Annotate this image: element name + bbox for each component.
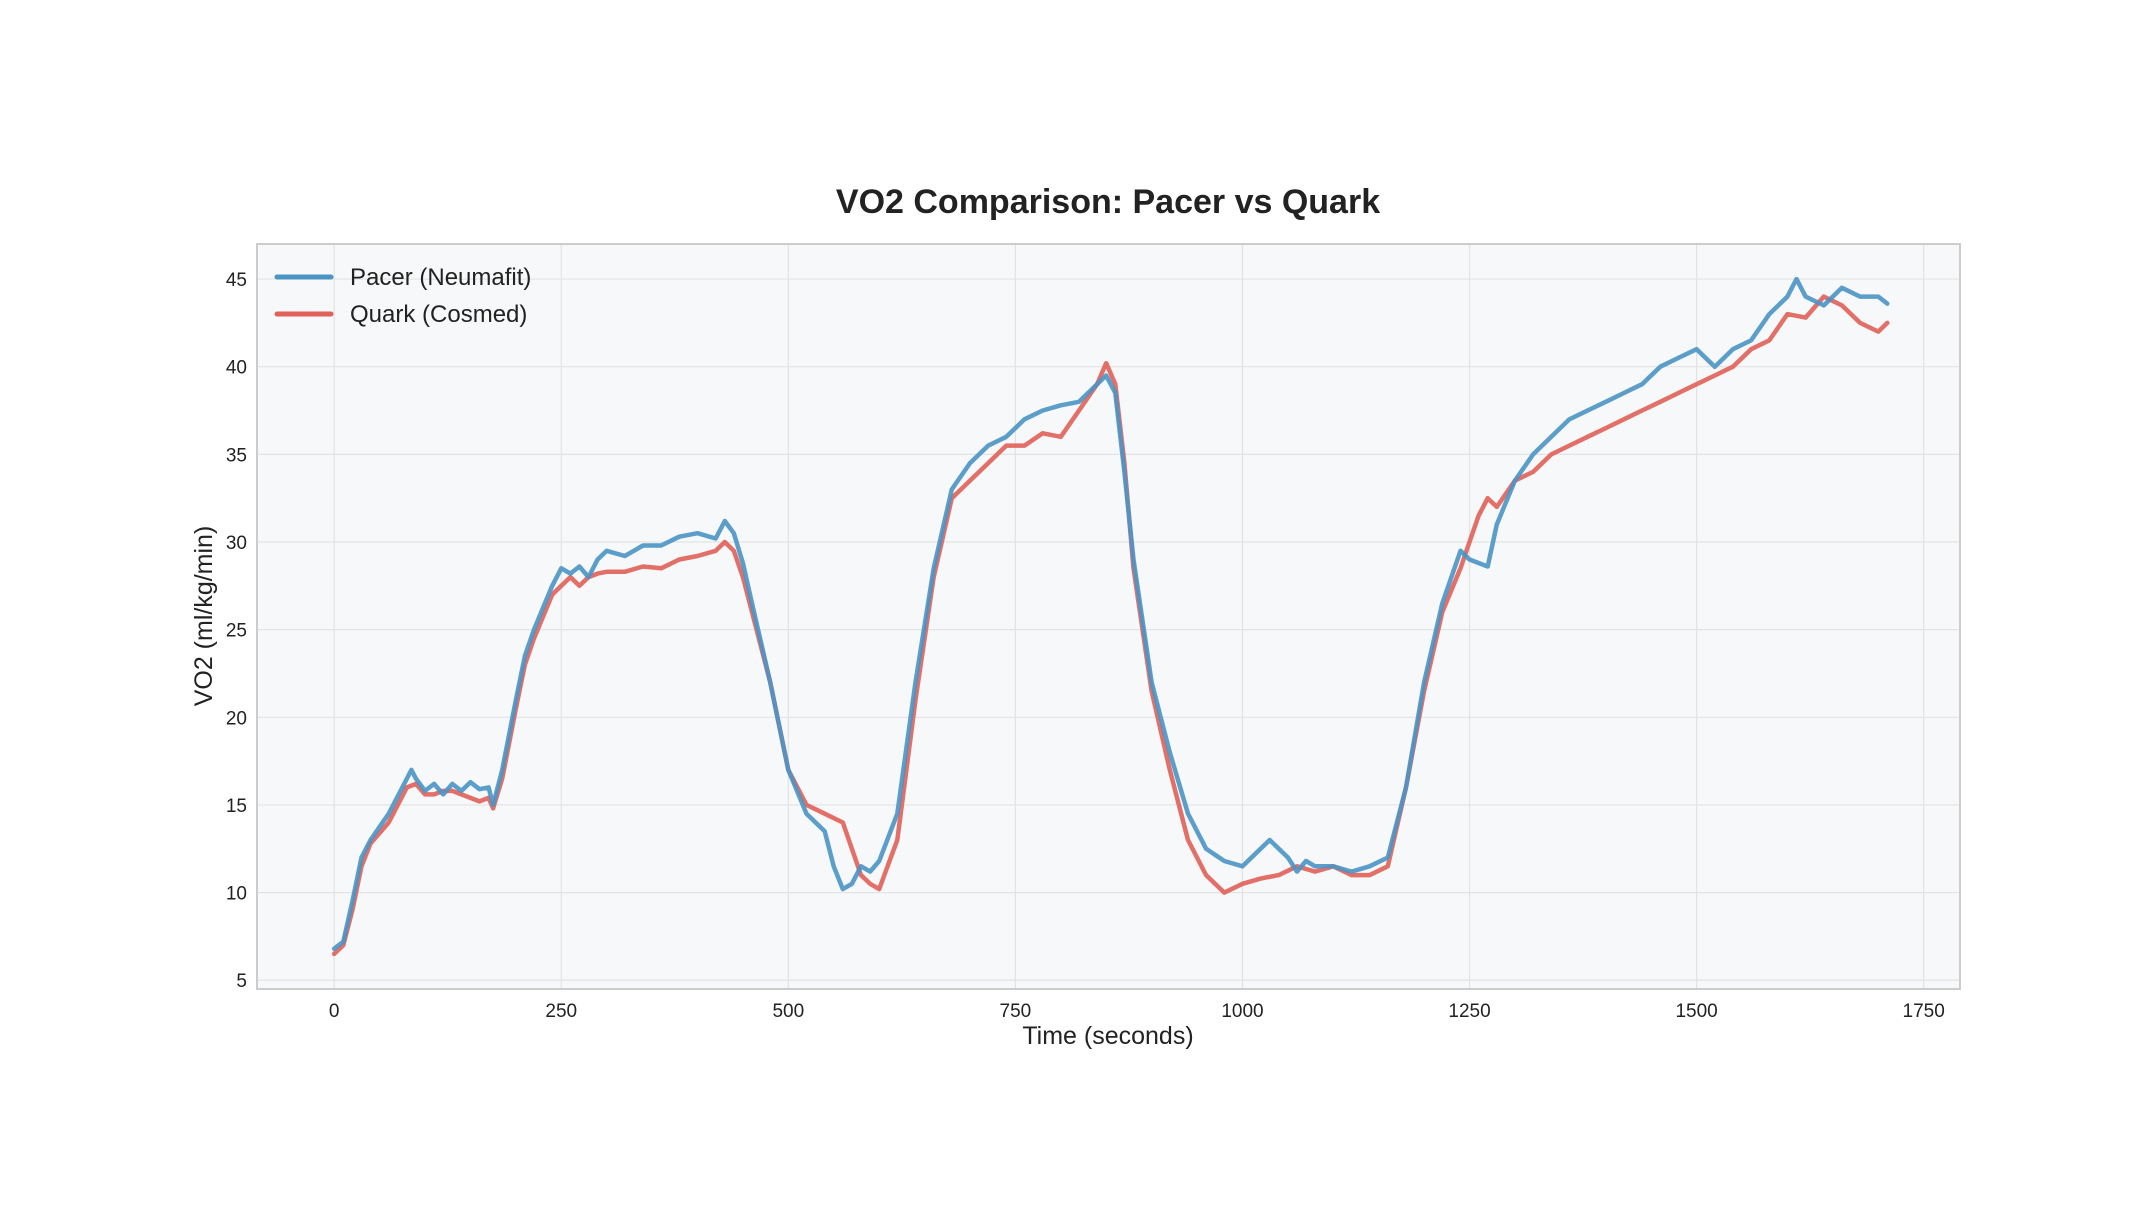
x-tick-label: 1250: [1448, 1001, 1490, 1022]
x-axis-ticks: 0 250 500 750 1000 1250 1500 1750: [329, 1001, 1945, 1022]
x-tick-label: 1750: [1903, 1001, 1945, 1022]
legend-label-1: Quark (Cosmed): [350, 301, 527, 328]
y-tick-label: 10: [226, 884, 247, 905]
x-tick-label: 250: [545, 1001, 577, 1022]
legend: Pacer (Neumafit) Quark (Cosmed): [274, 264, 531, 328]
y-axis-label: VO2 (ml/kg/min): [190, 526, 218, 707]
legend-label-0: Pacer (Neumafit): [350, 264, 531, 291]
y-axis-ticks: 5 10 15 20 25 30 35 40 45: [226, 270, 247, 992]
grid: [257, 244, 1960, 989]
x-tick-label: 0: [329, 1001, 340, 1022]
y-tick-label: 5: [236, 971, 247, 992]
chart-title: VO2 Comparison: Pacer vs Quark: [836, 183, 1380, 221]
x-tick-label: 1000: [1221, 1001, 1263, 1022]
y-tick-label: 15: [226, 796, 247, 817]
plot-border: [256, 243, 1961, 990]
y-tick-label: 45: [226, 270, 247, 291]
y-tick-label: 20: [226, 708, 247, 729]
x-tick-label: 750: [1000, 1001, 1032, 1022]
x-tick-label: 500: [772, 1001, 804, 1022]
y-tick-label: 35: [226, 445, 247, 466]
x-tick-label: 1500: [1675, 1001, 1717, 1022]
series-line-0: [331, 276, 1890, 951]
series-layer: [331, 276, 1890, 957]
y-tick-label: 40: [226, 358, 247, 379]
y-tick-label: 25: [226, 621, 247, 642]
x-axis-label: Time (seconds): [1022, 1022, 1193, 1050]
y-tick-label: 30: [226, 533, 247, 554]
